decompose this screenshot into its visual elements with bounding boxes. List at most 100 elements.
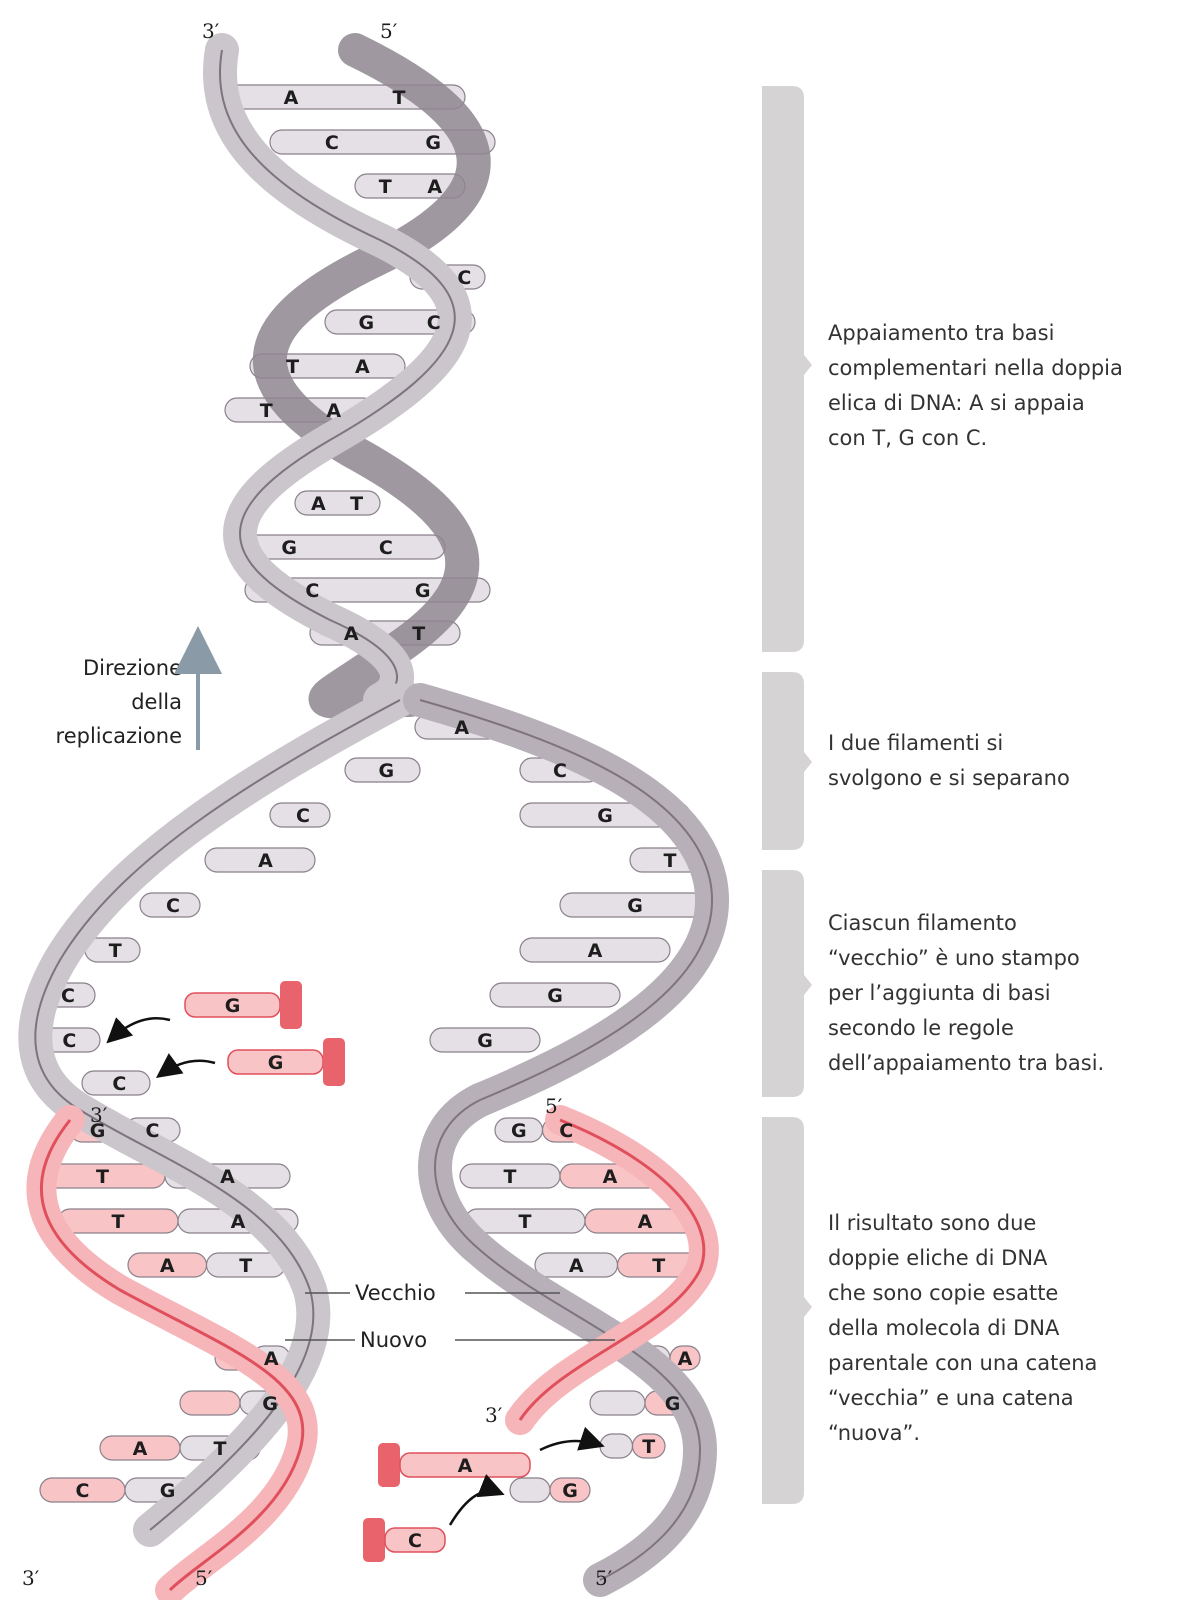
bracket-1	[762, 86, 812, 652]
annotation-4-line-5: parentale con una catena	[828, 1351, 1097, 1375]
strand-labels: Vecchio Nuovo	[285, 1281, 615, 1352]
fork-left-base-label: T	[109, 940, 122, 962]
fork-left-base	[344, 757, 421, 783]
direction-label-line-2: della	[131, 690, 182, 714]
incoming-left-g-2: G	[155, 1038, 345, 1086]
fork-left-base-label: C	[112, 1073, 126, 1095]
bottom-right-base-left: T	[519, 1211, 532, 1233]
annotation-brackets	[762, 86, 812, 1504]
bottom-left-base-right: C	[146, 1120, 160, 1142]
incoming-right-a: A	[378, 1426, 605, 1487]
incoming-left-g-1-label: G	[225, 995, 241, 1017]
top-base-right: C	[427, 312, 441, 334]
bottom-left-base-left: A	[160, 1255, 175, 1277]
bottom-left-new-base	[179, 1390, 241, 1416]
bracket-2	[762, 672, 812, 850]
top-helix-backbones	[202, 33, 491, 719]
fork-right-base-label: G	[627, 895, 643, 917]
fork-left-base-label: G	[378, 760, 394, 782]
bottom-left-base-left: T	[112, 1211, 125, 1233]
incoming-right-c-arrow	[448, 1473, 505, 1526]
bottom-left-base-left: C	[76, 1480, 90, 1502]
fork-right-base-label: G	[477, 1030, 493, 1052]
base-pair-rungs	[31, 84, 711, 1503]
end-label-bottom-left-3: 3′	[22, 1566, 40, 1590]
direction-label-line-3: replicazione	[56, 724, 182, 748]
end-label-top-left: 3′	[202, 19, 220, 43]
fork-right-base	[489, 982, 621, 1008]
top-base-right: A	[427, 176, 442, 198]
new-strands	[26, 1105, 719, 1600]
bottom-right-new-base	[631, 1433, 666, 1459]
annotation-4-line-7: “nuova”.	[828, 1421, 920, 1445]
end-label-fork-left-new-3: 3′	[90, 1103, 108, 1127]
incoming-left-g-2-label: G	[268, 1052, 284, 1074]
top-base-left: A	[311, 493, 326, 515]
fork-left-base	[269, 802, 331, 828]
annotation-1-line-4: con T, G con C.	[828, 426, 987, 450]
bottom-right-new-base	[549, 1477, 591, 1503]
fork-left-base-label: C	[61, 985, 75, 1007]
bottom-right-base-right: A	[678, 1348, 693, 1370]
bottom-left-base-left: G	[90, 1120, 106, 1142]
bottom-right-base-right: T	[652, 1255, 665, 1277]
annotation-3-line-4: secondo le regole	[828, 1016, 1014, 1040]
bottom-right-base-right: A	[638, 1211, 653, 1233]
fork-left-base-label: A	[454, 717, 469, 739]
top-base-left: T	[379, 176, 392, 198]
bottom-right-new-base	[669, 1345, 701, 1371]
bottom-left-base-right: A	[231, 1211, 246, 1233]
annotation-4-line-2: doppie eliche di DNA	[828, 1246, 1048, 1270]
fork-right-base-label: T	[664, 850, 677, 872]
annotation-4-line-3: che sono copie esatte	[828, 1281, 1058, 1305]
annotation-4-line-1: Il risultato sono due	[828, 1211, 1036, 1235]
end-label-right-new-3: 3′	[485, 1403, 503, 1427]
annotation-1-line-3: elica di DNA: A si appaia	[828, 391, 1085, 415]
end-label-bottom-right-5: 5′	[595, 1566, 613, 1590]
fork-left-base-label: C	[62, 1030, 76, 1052]
bottom-left-base-right: T	[239, 1255, 252, 1277]
bottom-right-base-right: G	[562, 1480, 578, 1502]
end-label-fork-right-new-5: 5′	[545, 1094, 563, 1118]
incoming-left-g-1-arrow	[106, 1016, 171, 1044]
fork-right-base-label: A	[588, 940, 603, 962]
bottom-right-base-right: T	[642, 1436, 655, 1458]
annotation-4-line-6: “vecchia” e una catena	[828, 1386, 1074, 1410]
top-base-left: G	[358, 312, 374, 334]
replication-direction: Direzione della replicazione	[56, 626, 222, 750]
bottom-right-base-left: T	[504, 1166, 517, 1188]
bottom-right-old-base	[589, 1390, 646, 1416]
top-base-right: T	[393, 87, 406, 109]
fork-right-base-label: C	[553, 760, 567, 782]
annotation-3-line-1: Ciascun filamento	[828, 911, 1017, 935]
bottom-left-base-left: A	[133, 1438, 148, 1460]
label-new: Nuovo	[360, 1328, 427, 1352]
label-old: Vecchio	[355, 1281, 436, 1305]
top-base-left: T	[286, 356, 299, 378]
bottom-left-base-right: T	[214, 1438, 227, 1460]
top-base-left: A	[284, 87, 299, 109]
top-base-right: A	[355, 356, 370, 378]
top-base-right: C	[457, 267, 471, 289]
fork-right-base	[429, 1027, 541, 1053]
top-base-pair	[269, 129, 496, 155]
top-base-left: T	[260, 400, 273, 422]
end-label-top-right: 5′	[380, 19, 398, 43]
top-base-right: A	[326, 400, 341, 422]
top-base-right: T	[350, 493, 363, 515]
incoming-right-c-label: C	[408, 1530, 422, 1552]
fork-left-base-label: C	[296, 805, 310, 827]
bottom-right-base-right: G	[665, 1393, 681, 1415]
annotation-3-line-3: per l’aggiunta di basi	[828, 981, 1051, 1005]
bottom-left-base-right: G	[160, 1480, 176, 1502]
incoming-left-g-1: G	[106, 981, 302, 1044]
top-base-left: C	[325, 132, 339, 154]
annotation-2-line-2: svolgono e si separano	[828, 766, 1070, 790]
fork-left-base	[81, 1070, 151, 1096]
bottom-left-base-right: A	[264, 1348, 279, 1370]
bottom-right-old-base	[509, 1477, 551, 1503]
annotation-2: I due filamenti si svolgono e si separan…	[828, 731, 1070, 790]
top-base-pair	[294, 490, 381, 516]
